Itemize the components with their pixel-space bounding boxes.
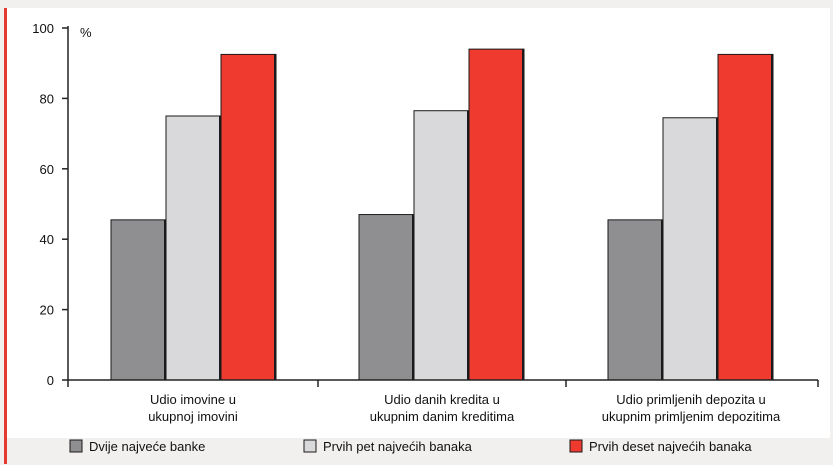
y-tick-label-60: 60 bbox=[40, 162, 54, 177]
category-label-1-line-0: Udio danih kredita u bbox=[384, 392, 500, 407]
bars-layer bbox=[110, 48, 774, 381]
bar-s1-c2 bbox=[662, 117, 719, 381]
bar-s1-c1 bbox=[413, 110, 470, 381]
bar-edge-s2-c1 bbox=[522, 49, 524, 381]
category-label-0-line-1: ukupnoj imovini bbox=[148, 409, 238, 424]
category-label-1-line-1: ukupnim danim kreditima bbox=[370, 409, 515, 424]
legend-label-1: Prvih pet najvećih banaka bbox=[323, 439, 473, 454]
bar-edge-s1-c0 bbox=[219, 116, 221, 380]
bar-s0-c1 bbox=[358, 214, 415, 381]
legend-label-0: Dvije najveće banke bbox=[89, 439, 205, 454]
category-labels: Udio imovine u ukupnoj imovini Udio danih … bbox=[148, 392, 781, 424]
left-accent-stripe bbox=[4, 8, 7, 464]
y-tick-label-80: 80 bbox=[40, 91, 54, 106]
bar-edge-s2-c0 bbox=[274, 54, 276, 381]
axes-layer bbox=[62, 26, 819, 387]
bar-edge-s1-c2 bbox=[716, 117, 718, 380]
legend-label-2: Prvih deset najvećih banaka bbox=[589, 439, 752, 454]
legend-swatch-1 bbox=[303, 439, 317, 453]
bar-s2-c2 bbox=[717, 53, 774, 381]
category-label-2-line-0: Udio primljenih depozita u bbox=[616, 392, 766, 407]
bar-s0-c0 bbox=[110, 219, 167, 381]
y-unit-label: % bbox=[80, 25, 92, 40]
bar-s2-c1 bbox=[468, 48, 525, 381]
bar-s1-c0 bbox=[165, 115, 222, 381]
bar-s2-c0 bbox=[220, 53, 277, 381]
y-tick-label-0: 0 bbox=[47, 373, 54, 388]
bar-edge-s2-c2 bbox=[771, 54, 773, 381]
legend: Dvije najveće banke Prvih pet najvećih ba… bbox=[69, 439, 752, 454]
y-tick-labels: 0 20 40 60 80 100 bbox=[32, 21, 54, 388]
bar-edge-s1-c1 bbox=[467, 110, 469, 380]
category-label-0-line-0: Udio imovine u bbox=[150, 392, 236, 407]
category-label-2-line-1: ukupnim primljenim depozitima bbox=[602, 409, 781, 424]
bar-edge-s0-c1 bbox=[412, 214, 414, 380]
bar-edge-s0-c2 bbox=[661, 219, 663, 380]
y-tick-label-40: 40 bbox=[40, 232, 54, 247]
legend-swatch-0 bbox=[69, 439, 83, 453]
y-tick-label-20: 20 bbox=[40, 303, 54, 318]
bar-edge-s0-c0 bbox=[164, 219, 166, 380]
y-tick-label-100: 100 bbox=[32, 21, 54, 36]
bar-s0-c2 bbox=[607, 219, 664, 381]
legend-swatch-2 bbox=[569, 439, 583, 453]
